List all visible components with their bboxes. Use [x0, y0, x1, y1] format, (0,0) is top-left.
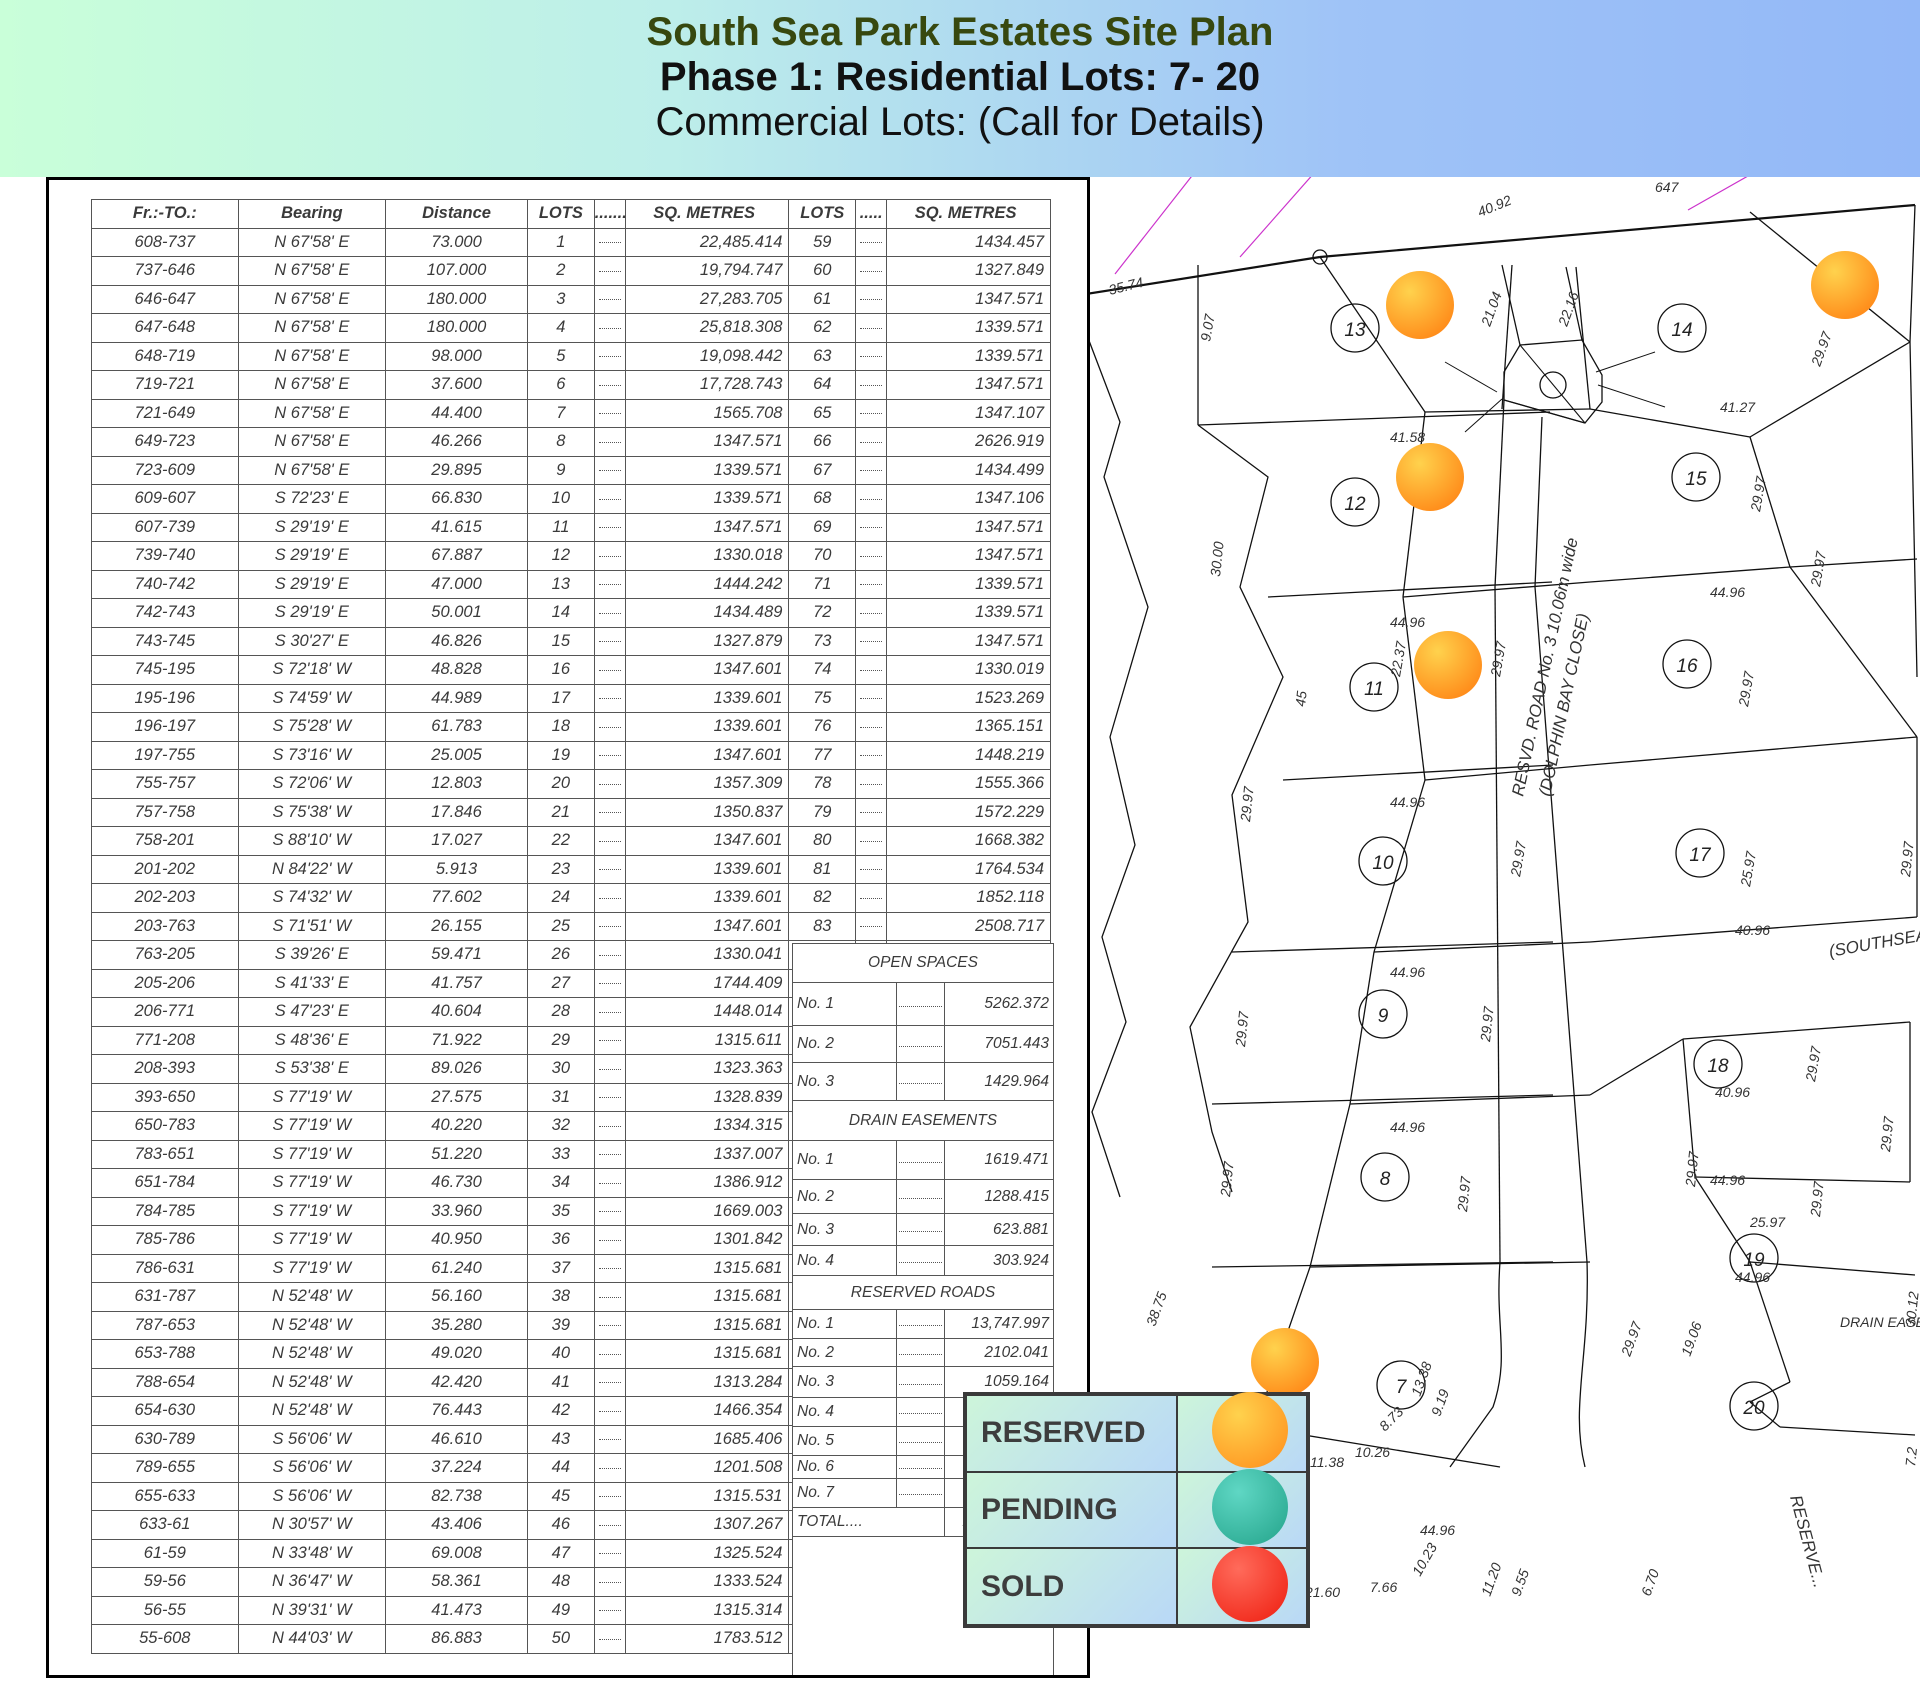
svg-text:19: 19	[1743, 1250, 1765, 1271]
svg-text:44.96: 44.96	[1390, 1119, 1425, 1135]
svg-text:15: 15	[1685, 469, 1707, 490]
svg-text:44.96: 44.96	[1710, 584, 1745, 600]
svg-text:14: 14	[1671, 320, 1692, 341]
svg-text:8: 8	[1380, 1169, 1391, 1190]
svg-text:44.96: 44.96	[1390, 964, 1425, 980]
svg-text:44.96: 44.96	[1735, 1269, 1770, 1285]
svg-text:7.66: 7.66	[1370, 1579, 1397, 1595]
svg-text:647: 647	[1655, 179, 1680, 195]
svg-text:12: 12	[1344, 494, 1366, 515]
svg-text:7.2: 7.2	[1902, 1446, 1920, 1467]
svg-text:13: 13	[1344, 320, 1366, 341]
svg-text:30.12: 30.12	[1902, 1291, 1920, 1328]
svg-text:44.96: 44.96	[1420, 1522, 1455, 1538]
svg-text:18: 18	[1707, 1056, 1729, 1077]
svg-text:9: 9	[1378, 1006, 1389, 1027]
svg-text:40.96: 40.96	[1735, 922, 1770, 938]
svg-text:10.26: 10.26	[1355, 1444, 1390, 1460]
svg-text:45: 45	[1292, 690, 1310, 707]
svg-text:7: 7	[1396, 1377, 1408, 1398]
svg-text:16: 16	[1676, 656, 1698, 677]
svg-text:41.58: 41.58	[1390, 429, 1425, 445]
svg-text:44.96: 44.96	[1390, 614, 1425, 630]
svg-text:11.38: 11.38	[1310, 1454, 1344, 1470]
svg-text:44.96: 44.96	[1710, 1172, 1745, 1188]
svg-text:41.27: 41.27	[1720, 399, 1756, 415]
svg-text:10: 10	[1372, 853, 1394, 874]
svg-text:20: 20	[1742, 1398, 1765, 1419]
svg-text:17: 17	[1689, 845, 1712, 866]
svg-text:40.96: 40.96	[1715, 1084, 1750, 1100]
svg-text:11: 11	[1364, 679, 1384, 700]
svg-text:25.97: 25.97	[1749, 1214, 1786, 1230]
svg-text:44.96: 44.96	[1390, 794, 1425, 810]
